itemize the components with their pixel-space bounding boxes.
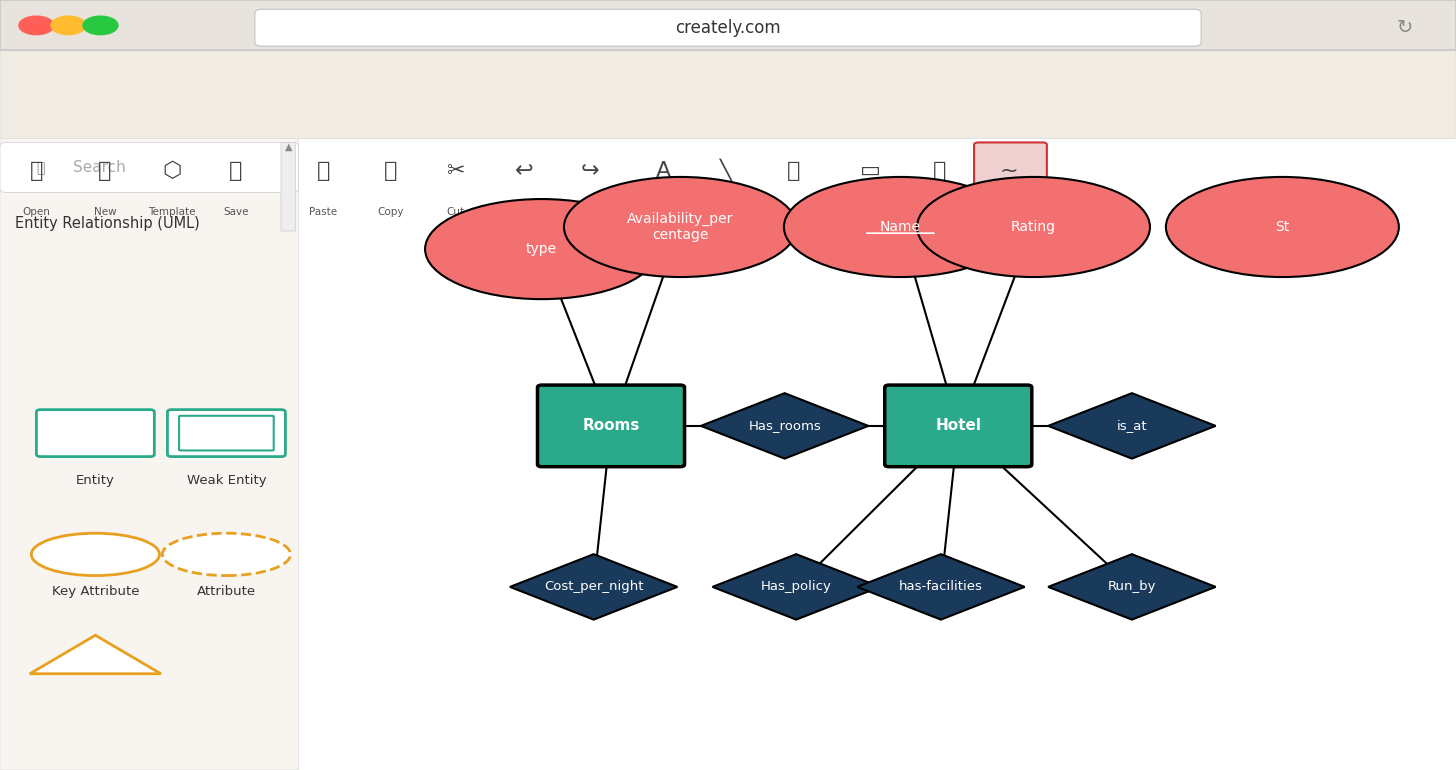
Text: ↪: ↪: [581, 161, 598, 181]
Text: 📋: 📋: [316, 161, 331, 181]
Text: Has_rooms: Has_rooms: [748, 420, 821, 433]
FancyBboxPatch shape: [255, 9, 1201, 46]
Text: Has_policy: Has_policy: [761, 581, 831, 594]
Ellipse shape: [162, 534, 291, 576]
Text: is_at: is_at: [1117, 420, 1147, 433]
Text: Cut: Cut: [447, 207, 464, 216]
Polygon shape: [700, 393, 868, 459]
Text: Text: Text: [654, 207, 674, 216]
Polygon shape: [858, 554, 1025, 620]
Text: ~: ~: [1000, 161, 1018, 181]
Text: Save: Save: [223, 207, 249, 216]
Text: ▭: ▭: [860, 161, 881, 181]
Text: Cost_per_night: Cost_per_night: [545, 581, 644, 594]
Text: Redo: Redo: [577, 207, 603, 216]
Text: New: New: [93, 207, 116, 216]
FancyBboxPatch shape: [167, 410, 285, 457]
FancyBboxPatch shape: [0, 139, 298, 770]
Ellipse shape: [563, 177, 796, 277]
Ellipse shape: [425, 199, 658, 300]
Text: 💾: 💾: [229, 161, 243, 181]
Text: Availability_per
centage: Availability_per centage: [628, 212, 734, 243]
Text: ↻: ↻: [1396, 18, 1414, 37]
Text: Run_by: Run_by: [1108, 581, 1156, 594]
Text: Attribute: Attribute: [197, 585, 256, 598]
Polygon shape: [1048, 393, 1216, 459]
FancyBboxPatch shape: [179, 416, 274, 450]
Text: Line: Line: [999, 207, 1019, 216]
Text: Entity Relationship (UML): Entity Relationship (UML): [15, 216, 199, 231]
Text: Paste: Paste: [309, 207, 338, 216]
Text: Template: Template: [149, 207, 195, 216]
Text: Undo: Undo: [511, 207, 537, 216]
Text: type: type: [526, 242, 558, 256]
Ellipse shape: [917, 177, 1150, 277]
FancyBboxPatch shape: [298, 139, 1456, 770]
Text: 📄: 📄: [383, 161, 397, 181]
Text: ⬡: ⬡: [162, 161, 182, 181]
Text: Copy: Copy: [377, 207, 403, 216]
Text: St: St: [1275, 220, 1290, 234]
Text: Style: Style: [858, 207, 884, 216]
Text: Open: Open: [22, 207, 51, 216]
Ellipse shape: [1166, 177, 1399, 277]
Text: 📄: 📄: [98, 161, 112, 181]
Text: ▲: ▲: [284, 142, 293, 151]
Text: Hotel: Hotel: [935, 418, 981, 434]
Text: ╲: ╲: [719, 158, 734, 184]
Text: Search: Search: [73, 160, 125, 176]
Text: 📂: 📂: [29, 161, 44, 181]
Text: Weak Entity: Weak Entity: [186, 474, 266, 487]
FancyBboxPatch shape: [974, 142, 1047, 224]
Text: A: A: [657, 161, 671, 181]
Circle shape: [19, 16, 54, 35]
Text: ✂: ✂: [447, 161, 464, 181]
Polygon shape: [1048, 554, 1216, 620]
Text: Line: Line: [716, 207, 737, 216]
FancyBboxPatch shape: [0, 0, 1456, 50]
FancyBboxPatch shape: [885, 385, 1032, 467]
Text: Fill: Fill: [932, 207, 946, 216]
Circle shape: [51, 16, 86, 35]
Polygon shape: [31, 635, 160, 674]
Text: 🔍: 🔍: [36, 161, 45, 175]
Text: ↩: ↩: [515, 161, 533, 181]
Ellipse shape: [783, 177, 1016, 277]
Text: 🖌: 🖌: [932, 161, 946, 181]
Ellipse shape: [32, 534, 160, 576]
Text: Name: Name: [879, 220, 920, 234]
Text: Entity: Entity: [76, 474, 115, 487]
FancyBboxPatch shape: [281, 142, 296, 231]
Text: creately.com: creately.com: [676, 18, 780, 37]
FancyBboxPatch shape: [0, 50, 1456, 139]
Text: Rooms: Rooms: [582, 418, 639, 434]
FancyBboxPatch shape: [0, 142, 298, 192]
Polygon shape: [712, 554, 879, 620]
FancyBboxPatch shape: [537, 385, 684, 467]
Text: has-facilities: has-facilities: [898, 581, 983, 594]
Text: Import: Import: [776, 207, 811, 216]
Text: Rating: Rating: [1010, 220, 1056, 234]
FancyBboxPatch shape: [36, 410, 154, 457]
Text: Key Attribute: Key Attribute: [51, 585, 140, 598]
Circle shape: [83, 16, 118, 35]
Text: 🖼: 🖼: [786, 161, 801, 181]
Polygon shape: [510, 554, 677, 620]
